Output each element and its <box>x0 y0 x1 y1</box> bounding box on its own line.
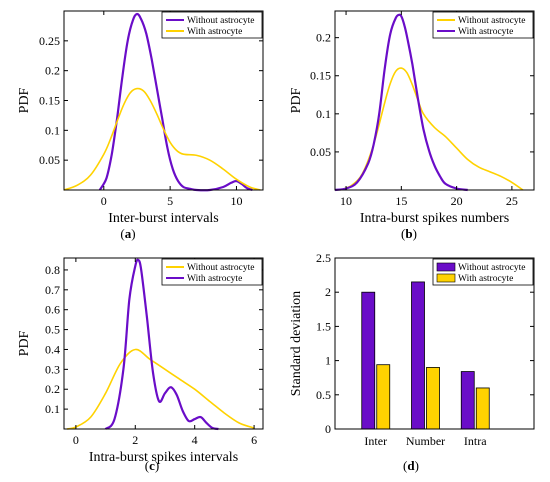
legend-label: With astrocyte <box>187 274 242 284</box>
x-axis-label: Intra-burst spikes numbers <box>360 211 509 226</box>
panel-caption: (d) <box>403 458 419 473</box>
bar-d-0-1 <box>411 281 425 430</box>
caption-paren: ( <box>145 458 149 473</box>
y-axis-label: Standard deviation <box>289 291 304 396</box>
y-tick-label: 0.15 <box>310 69 331 83</box>
y-tick-label: 2 <box>325 285 331 299</box>
bar-d-1-0 <box>376 364 391 430</box>
series-line-a-0 <box>98 12 253 192</box>
caption-paren: ( <box>401 226 405 241</box>
plot-frame <box>63 257 264 430</box>
legend-label: With astrocyte <box>458 274 513 284</box>
legend-box <box>432 11 534 39</box>
plot-frame <box>334 257 535 430</box>
category-label: Number <box>406 434 445 448</box>
legend-label: Without astrocyte <box>458 263 525 273</box>
y-tick-label: 0.2 <box>45 382 60 396</box>
y-tick-label: 0.8 <box>45 263 60 277</box>
x-tick-label: 0 <box>73 433 79 447</box>
plot-frame <box>334 10 535 191</box>
chart-b: 10 15 20 25 0.05 0.1 0.15 0.2 Intra-burst spikes… <box>289 10 535 241</box>
legend-swatch <box>436 262 456 272</box>
x-tick-label: 20 <box>451 194 463 208</box>
caption-paren: ( <box>403 458 407 473</box>
legend-label: Without astrocyte <box>187 263 254 273</box>
legend-label: With astrocyte <box>458 27 513 37</box>
series-line-a-1 <box>63 87 261 191</box>
y-tick-label: 0.5 <box>45 323 60 337</box>
caption-paren: ) <box>415 458 419 473</box>
plot-frame <box>63 10 264 191</box>
y-tick-label: 1.5 <box>316 319 331 333</box>
x-axis-label: Intra-burst spikes intervals <box>89 450 238 465</box>
x-axis-label: Inter-burst intervals <box>108 211 219 226</box>
y-tick-label: 0.4 <box>45 342 60 356</box>
chart-d: Inter Number Intra 0 0.5 1 1.5 2 2.5 Standard dev… <box>289 251 535 473</box>
series-line-c-1 <box>104 258 219 431</box>
caption-paren: ( <box>120 226 124 241</box>
panel-caption: (c) <box>145 458 159 473</box>
y-axis-label: PDF <box>289 87 304 113</box>
y-tick-label: 0.15 <box>39 94 60 108</box>
legend-box <box>161 258 263 286</box>
caption-letter: b <box>405 226 412 241</box>
caption-letter: c <box>149 458 155 473</box>
y-tick-label: 0.2 <box>316 31 331 45</box>
caption-paren: ) <box>131 226 135 241</box>
caption-letter: d <box>407 458 415 473</box>
y-tick-label: 0.7 <box>45 283 60 297</box>
legend-label: Without astrocyte <box>458 16 525 26</box>
panel-caption: (b) <box>401 226 417 241</box>
y-tick-label: 0.1 <box>45 402 60 416</box>
bar-d-0-0 <box>361 291 376 430</box>
y-tick-label: 0.05 <box>39 153 60 167</box>
bar-d-1-2 <box>475 387 490 430</box>
y-axis-label: PDF <box>17 330 32 356</box>
chart-c: 0 2 4 6 0.1 0.2 0.3 0.4 0.5 0.6 0.7 0.8 Intra-burst … <box>17 257 264 473</box>
caption-letter: a <box>125 226 132 241</box>
series-line-b-0 <box>340 67 524 191</box>
y-tick-label: 0.05 <box>310 145 331 159</box>
legend-label: Without astrocyte <box>187 16 254 26</box>
category-label: Intra <box>464 434 487 448</box>
chart-a: 0 5 10 0.05 0.1 0.15 0.2 0.25 Inter-burst interv… <box>17 10 264 241</box>
legend-label: With astrocyte <box>187 27 242 37</box>
y-tick-label: 1 <box>325 354 331 368</box>
y-tick-label: 0.25 <box>39 34 60 48</box>
x-tick-label: 25 <box>506 194 518 208</box>
x-tick-label: 5 <box>167 194 173 208</box>
y-axis-label: PDF <box>17 87 32 113</box>
y-tick-label: 2.5 <box>316 251 331 265</box>
bar-d-0-2 <box>460 371 475 430</box>
x-tick-label: 2 <box>132 433 138 447</box>
x-tick-label: 10 <box>230 194 242 208</box>
x-tick-label: 6 <box>251 433 257 447</box>
x-tick-label: 10 <box>340 194 352 208</box>
y-tick-label: 0.2 <box>45 64 60 78</box>
y-tick-label: 0.5 <box>316 388 331 402</box>
y-tick-label: 0.1 <box>45 123 60 137</box>
x-tick-label: 4 <box>192 433 198 447</box>
y-tick-label: 0.3 <box>45 362 60 376</box>
y-tick-label: 0.1 <box>316 107 331 121</box>
legend-box <box>161 11 263 39</box>
x-tick-label: 0 <box>101 194 107 208</box>
legend-swatch <box>436 273 456 283</box>
category-label: Inter <box>364 434 387 448</box>
panel-caption: (a) <box>120 226 135 241</box>
bar-d-1-1 <box>426 367 440 430</box>
x-tick-label: 15 <box>395 194 407 208</box>
caption-paren: ) <box>155 458 159 473</box>
series-line-b-1 <box>334 13 468 192</box>
caption-paren: ) <box>413 226 417 241</box>
y-tick-label: 0 <box>325 422 331 436</box>
series-line-c-0 <box>66 348 255 430</box>
y-tick-label: 0.6 <box>45 303 60 317</box>
